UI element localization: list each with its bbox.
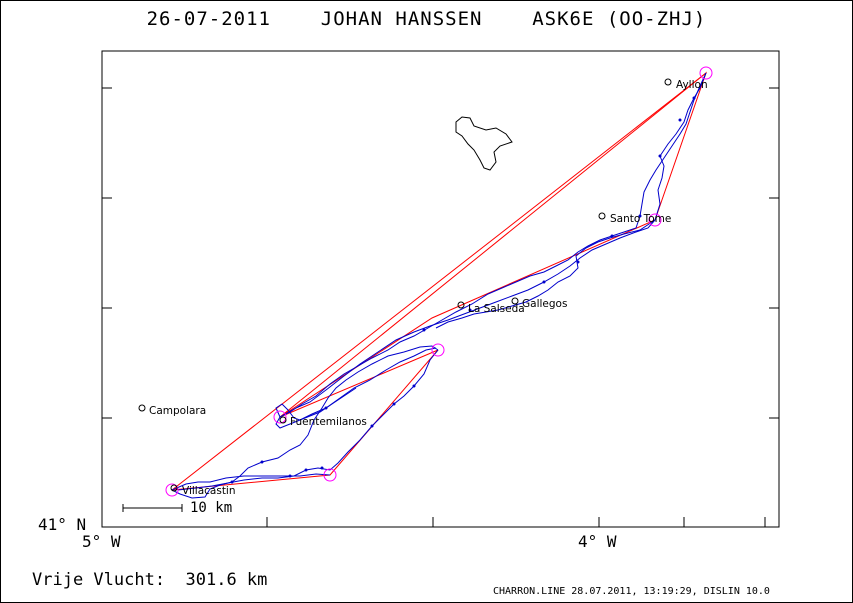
town-marker-fuentemilanos bbox=[279, 416, 287, 424]
town-label-campolara: Campolara bbox=[149, 405, 207, 417]
town-marker-ayllon bbox=[664, 78, 672, 86]
town-label-villacastin: Villacastin bbox=[182, 485, 236, 497]
turnpoint-start bbox=[165, 483, 179, 497]
town-marker-santo-tome bbox=[598, 212, 606, 220]
town-marker-villacastin bbox=[170, 484, 178, 492]
track-markers bbox=[230, 96, 696, 484]
town-label-fuentemilanos: Fuentemilanos bbox=[290, 416, 367, 428]
reservoir-outline bbox=[455, 116, 513, 171]
turnpoint-5 bbox=[648, 213, 662, 227]
flight-track bbox=[171, 72, 707, 499]
town-label-la-salseda: La Salseda bbox=[468, 303, 525, 315]
town-marker-campolara bbox=[138, 404, 146, 412]
task-lines bbox=[171, 71, 708, 491]
chart-title: 26-07-2011 JOHAN HANSSEN ASK6E (OO-ZHJ) bbox=[146, 8, 707, 30]
turnpoints bbox=[165, 66, 713, 497]
town-label-ayllon: Ayllon bbox=[676, 79, 708, 91]
scale-bar-label: 10 km bbox=[190, 500, 233, 516]
town-marker-la-salseda bbox=[457, 301, 465, 309]
town-label-santo-tome: Santo Tome bbox=[610, 213, 672, 225]
turnpoint-3 bbox=[273, 410, 287, 424]
map-frame bbox=[101, 50, 780, 528]
program-info: CHARRON.LINE 28.07.2011, 13:19:29, DISLI… bbox=[493, 586, 770, 597]
turnpoint-4 bbox=[699, 66, 713, 80]
turnpoint-2 bbox=[431, 343, 445, 357]
town-markers bbox=[138, 78, 672, 492]
lon-axis-label-left: 5° W bbox=[82, 532, 121, 551]
turnpoint-1 bbox=[323, 468, 337, 482]
town-label-gallegos: Gallegos bbox=[522, 298, 568, 310]
lat-ticks bbox=[102, 87, 779, 419]
lon-ticks bbox=[101, 517, 766, 527]
town-marker-gallegos bbox=[511, 297, 519, 305]
free-flight-distance: Vrije Vlucht: 301.6 km bbox=[32, 570, 268, 590]
lon-axis-label-right: 4° W bbox=[578, 532, 617, 551]
lat-axis-label: 41° N bbox=[38, 515, 87, 534]
scale-bar bbox=[122, 504, 183, 512]
